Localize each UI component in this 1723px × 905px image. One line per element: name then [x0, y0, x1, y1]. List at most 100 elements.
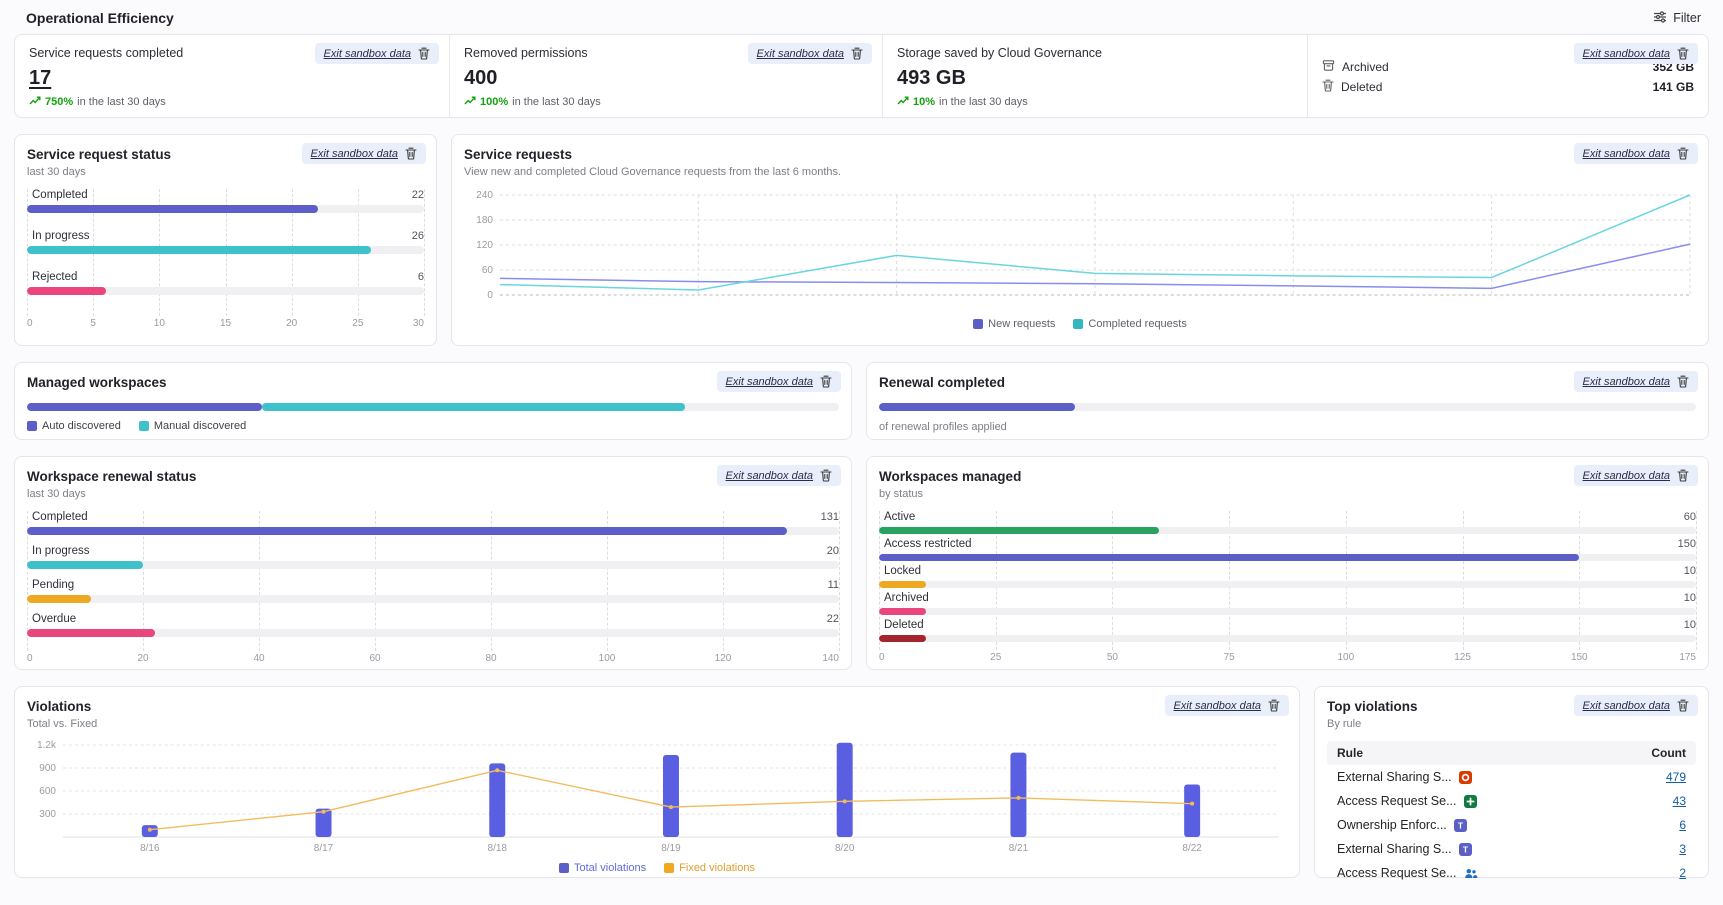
axis-tick-label: 20: [137, 653, 149, 664]
bar-total-violations: [662, 754, 679, 837]
bar-label: Rejected: [32, 271, 78, 283]
exit-sandbox-link[interactable]: Exit sandbox data: [725, 469, 813, 482]
exit-sandbox-link[interactable]: Exit sandbox data: [1582, 47, 1670, 60]
line-series-new-requests: [499, 243, 1691, 290]
trend-percent: 750%: [45, 96, 74, 108]
exit-sandbox-link[interactable]: Exit sandbox data: [1582, 147, 1670, 160]
bar-track: [27, 629, 839, 637]
bar-value: 26: [411, 230, 424, 242]
service-request-status-card: Exit sandbox data Service request status…: [14, 134, 437, 346]
bar-total-violations: [1010, 752, 1027, 837]
rule-count-link[interactable]: 2: [1679, 866, 1686, 880]
trash-icon[interactable]: [820, 469, 832, 482]
card-subtitle: last 30 days: [27, 488, 86, 500]
trash-icon[interactable]: [1268, 699, 1280, 712]
bar-label: Pending: [32, 579, 75, 591]
kpi-value-link[interactable]: 17: [29, 67, 52, 89]
exit-sandbox-button[interactable]: Exit sandbox data: [716, 371, 841, 392]
exit-sandbox-button[interactable]: Exit sandbox data: [747, 43, 872, 64]
app-green-app-icon: [1463, 794, 1477, 808]
exit-sandbox-button[interactable]: Exit sandbox data: [314, 43, 439, 64]
filter-label: Filter: [1673, 11, 1701, 25]
axis-tick-label: 5: [90, 318, 96, 329]
teams-purple-app-icon: T: [1458, 842, 1472, 856]
card-subtitle: by status: [879, 488, 924, 500]
trash-icon[interactable]: [1677, 375, 1689, 388]
rule-count-link[interactable]: 6: [1679, 818, 1686, 832]
bar-fill: [879, 554, 1580, 561]
axis-tick-label: 0: [27, 653, 33, 664]
trash-icon[interactable]: [1677, 469, 1689, 482]
trash-icon[interactable]: [418, 47, 430, 60]
exit-sandbox-link[interactable]: Exit sandbox data: [756, 47, 844, 60]
axis-tick-label: 60: [369, 653, 381, 664]
card-title: Service requests: [464, 147, 573, 162]
filter-button[interactable]: Filter: [1649, 8, 1705, 29]
bar-fill: [27, 527, 787, 535]
legend-item: Auto discovered: [27, 420, 121, 432]
bar-fill: [27, 287, 107, 295]
exit-sandbox-link[interactable]: Exit sandbox data: [310, 147, 398, 160]
violations-card: Exit sandbox data Violations Total vs. F…: [14, 686, 1300, 878]
bar-row-active: Active 60: [879, 511, 1696, 538]
exit-sandbox-button[interactable]: Exit sandbox data: [1573, 465, 1698, 486]
trash-icon[interactable]: [1677, 147, 1689, 160]
gridline: [27, 511, 28, 651]
line-point: [1016, 795, 1021, 800]
rule-count-link[interactable]: 479: [1665, 770, 1686, 784]
trash-icon[interactable]: [820, 375, 832, 388]
exit-sandbox-button[interactable]: Exit sandbox data: [1164, 695, 1289, 716]
exit-sandbox-link[interactable]: Exit sandbox data: [1173, 699, 1261, 712]
card-title: Violations: [27, 699, 92, 714]
gridline: [1229, 511, 1231, 650]
exit-sandbox-button[interactable]: Exit sandbox data: [1573, 371, 1698, 392]
axis-tick-label: 15: [219, 318, 232, 329]
trash-icon[interactable]: [851, 47, 863, 60]
rule-count-link[interactable]: 3: [1679, 842, 1686, 856]
exit-sandbox-link[interactable]: Exit sandbox data: [323, 47, 411, 60]
legend-item: Completed requests: [1073, 318, 1187, 330]
top-violations-table: Rule Count External Sharing S... 479 Acces…: [1327, 741, 1696, 885]
svg-text:T: T: [1463, 844, 1469, 854]
legend-swatch: [559, 863, 569, 873]
gridline: [1462, 511, 1464, 650]
x-axis-label: 8/17: [314, 843, 334, 854]
bar-value: 60: [1683, 511, 1696, 523]
trash-icon[interactable]: [1677, 47, 1689, 60]
card-subtitle: View new and completed Cloud Governance …: [464, 166, 842, 178]
y-axis-label: 60: [482, 265, 494, 276]
exit-sandbox-button[interactable]: Exit sandbox data: [1573, 43, 1698, 64]
rule-name: Access Request Se...: [1337, 794, 1457, 808]
exit-sandbox-link[interactable]: Exit sandbox data: [725, 375, 813, 388]
exit-sandbox-button[interactable]: Exit sandbox data: [716, 465, 841, 486]
trend-text: in the last 30 days: [77, 96, 166, 108]
bar-label: Active: [884, 511, 916, 523]
exit-sandbox-button[interactable]: Exit sandbox data: [1573, 143, 1698, 164]
bar-chart-axis: 0 20 40 60 80 100 120 140: [27, 651, 839, 667]
bar-fill: [27, 629, 155, 637]
exit-sandbox-link[interactable]: Exit sandbox data: [1582, 375, 1670, 388]
kpi-title: Removed permissions: [464, 46, 588, 60]
divider: [882, 35, 883, 117]
exit-sandbox-button[interactable]: Exit sandbox data: [1573, 695, 1698, 716]
violation-rule-row: Ownership Enforc... T 6: [1327, 813, 1696, 837]
bar-chart-rows: Active 60 Access restricted 150 Locked 10 Arch…: [879, 511, 1696, 646]
axis-tick-label: 40: [253, 653, 265, 664]
rule-name: Ownership Enforc...: [1337, 818, 1447, 832]
trash-icon[interactable]: [405, 147, 417, 160]
exit-sandbox-link[interactable]: Exit sandbox data: [1582, 469, 1670, 482]
legend-swatch: [1073, 319, 1084, 329]
gridline: [607, 511, 608, 651]
exit-sandbox-link[interactable]: Exit sandbox data: [1582, 699, 1670, 712]
dashboard-content: Exit sandbox data Service requests compl…: [0, 34, 1723, 880]
legend-label: Completed requests: [1088, 318, 1187, 330]
office-orange-app-icon: [1458, 770, 1472, 784]
trash-icon[interactable]: [1677, 699, 1689, 712]
bar-label: In progress: [32, 230, 90, 242]
x-axis-label: 8/19: [661, 843, 681, 854]
rule-count-link[interactable]: 43: [1672, 794, 1686, 808]
legend-swatch: [664, 863, 675, 873]
bar-label: Deleted: [884, 619, 924, 631]
exit-sandbox-button[interactable]: Exit sandbox data: [301, 143, 426, 164]
gridline: [995, 511, 997, 650]
